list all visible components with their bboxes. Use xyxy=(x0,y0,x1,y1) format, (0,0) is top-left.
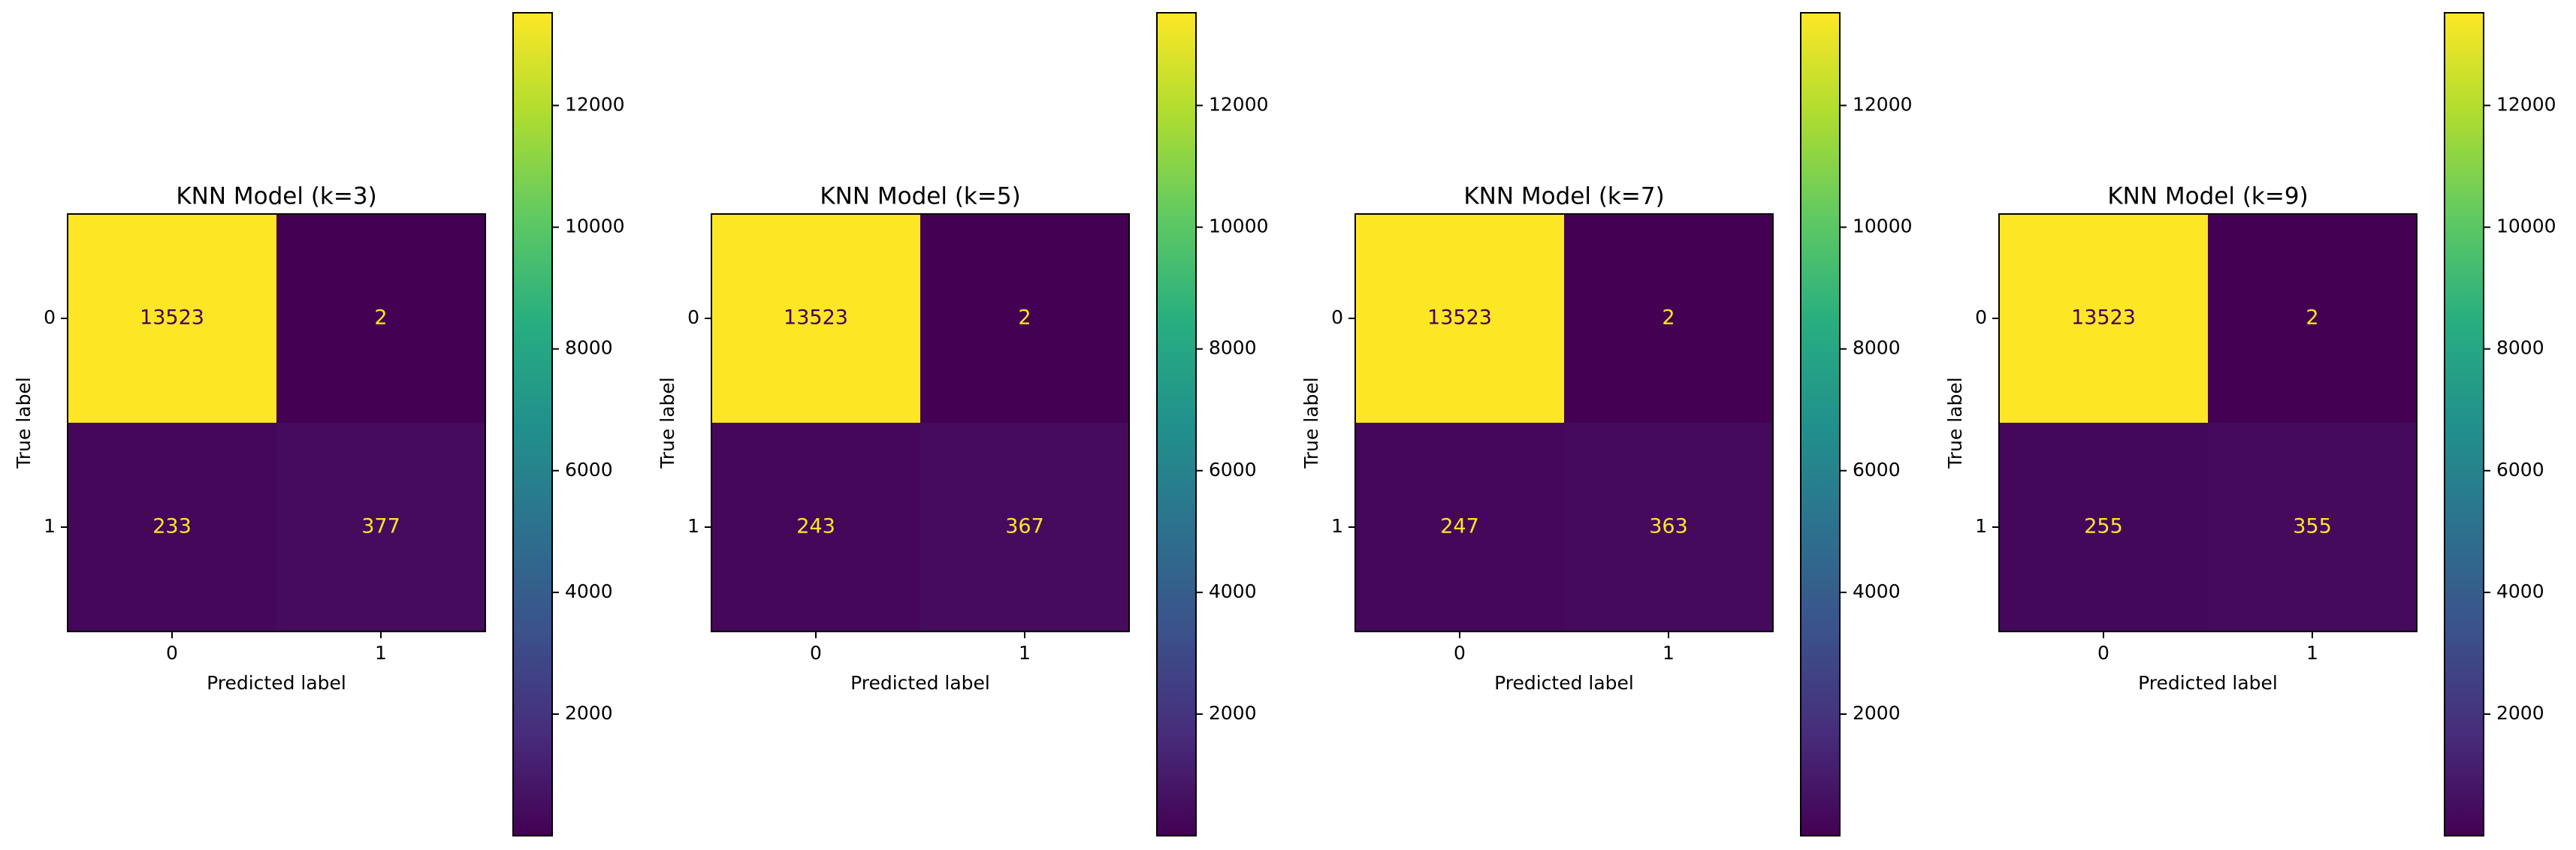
cell-value-label: 355 xyxy=(2293,515,2332,538)
chart-title: KNN Model (k=5) xyxy=(820,183,1020,210)
y-axis-label: True label xyxy=(13,377,35,469)
matrix-cell xyxy=(1355,214,1565,423)
x-tick-label: 1 xyxy=(375,642,387,664)
y-tick-label: 0 xyxy=(44,306,56,328)
axes-frame xyxy=(1354,213,1774,632)
colorbar xyxy=(513,13,552,836)
y-tick-label: 1 xyxy=(1975,515,1987,537)
y-axis-label: True label xyxy=(657,377,678,469)
x-tick-label: 0 xyxy=(1454,642,1466,664)
cell-value-label: 233 xyxy=(153,515,192,538)
matrix-cell xyxy=(1564,423,1774,632)
cell-value-label: 243 xyxy=(796,515,835,538)
y-tick-label: 0 xyxy=(1331,306,1343,328)
x-tick-label: 1 xyxy=(1662,642,1675,664)
cell-value-label: 367 xyxy=(1005,515,1044,538)
colorbar-tick-label: 12000 xyxy=(1209,93,1269,115)
colorbar-tick-label: 4000 xyxy=(1209,580,1257,602)
matrix-cell xyxy=(1355,423,1565,632)
y-tick-label: 0 xyxy=(687,306,699,328)
y-tick-label: 1 xyxy=(687,515,699,537)
x-tick-label: 1 xyxy=(1019,642,1031,664)
y-tick-label: 1 xyxy=(1331,515,1343,537)
colorbar-tick-label: 2000 xyxy=(1853,702,1901,724)
colorbar-tick-label: 2000 xyxy=(1209,702,1257,724)
axes-frame xyxy=(67,213,486,632)
axes-frame xyxy=(1998,213,2417,632)
x-axis-label: Predicted label xyxy=(2138,672,2278,694)
matrix-cell xyxy=(276,423,486,632)
colorbar-tick-label: 10000 xyxy=(1853,216,1913,237)
cell-value-label: 2 xyxy=(1018,306,1031,330)
colorbar-frame xyxy=(2444,12,2484,836)
colorbar xyxy=(2445,13,2484,836)
colorbar-tick-label: 6000 xyxy=(1853,459,1901,481)
cell-value-label: 377 xyxy=(361,515,400,538)
colorbar-tick-label: 6000 xyxy=(565,459,613,481)
colorbar-tick-label: 10000 xyxy=(565,216,625,237)
colorbar-frame xyxy=(512,12,553,836)
cell-value-label: 13523 xyxy=(1427,306,1492,330)
matrix-cell xyxy=(2208,214,2417,423)
matrix-cell xyxy=(920,214,1130,423)
colorbar-frame xyxy=(1800,12,1841,836)
colorbar-tick-label: 12000 xyxy=(2496,93,2556,115)
matrix-cell xyxy=(920,423,1130,632)
cell-value-label: 247 xyxy=(1440,515,1479,538)
x-tick-label: 0 xyxy=(810,642,822,664)
matrix-cell xyxy=(711,214,921,423)
matrix-cell xyxy=(2208,423,2417,632)
colorbar-tick-label: 4000 xyxy=(565,580,613,602)
cell-value-label: 2 xyxy=(1662,306,1675,330)
y-axis-label: True label xyxy=(1944,377,1966,469)
x-axis-label: Predicted label xyxy=(207,672,346,694)
x-tick-label: 0 xyxy=(166,642,178,664)
colorbar-tick-label: 12000 xyxy=(1853,93,1913,115)
colorbar-tick-label: 4000 xyxy=(2496,580,2544,602)
matrix-cell xyxy=(276,214,486,423)
colorbar-tick-label: 2000 xyxy=(2496,702,2544,724)
matrix-cell xyxy=(68,214,277,423)
colorbar-tick-label: 8000 xyxy=(1209,337,1257,359)
colorbar-frame xyxy=(1156,12,1197,836)
colorbar xyxy=(1801,13,1840,836)
cell-value-label: 2 xyxy=(2306,306,2318,330)
matrix-cell xyxy=(1999,214,2209,423)
chart-title: KNN Model (k=7) xyxy=(1463,183,1664,210)
chart-title: KNN Model (k=9) xyxy=(2107,183,2308,210)
colorbar xyxy=(1157,13,1196,836)
x-tick-label: 0 xyxy=(2097,642,2109,664)
colorbar-tick-label: 8000 xyxy=(565,337,613,359)
cell-value-label: 13523 xyxy=(140,306,204,330)
axes-frame xyxy=(711,213,1130,632)
colorbar-tick-label: 2000 xyxy=(565,702,613,724)
matrix-cell xyxy=(1564,214,1774,423)
x-tick-label: 1 xyxy=(2306,642,2318,664)
x-axis-label: Predicted label xyxy=(1494,672,1634,694)
colorbar-tick-label: 12000 xyxy=(565,93,625,115)
colorbar-tick-label: 8000 xyxy=(1853,337,1901,359)
matrix-cell xyxy=(1999,423,2209,632)
cell-value-label: 255 xyxy=(2084,515,2123,538)
colorbar-tick-label: 10000 xyxy=(1209,216,1269,237)
colorbar-tick-label: 8000 xyxy=(2496,337,2544,359)
colorbar-tick-label: 6000 xyxy=(1209,459,1257,481)
cell-value-label: 363 xyxy=(1649,515,1688,538)
cell-value-label: 13523 xyxy=(784,306,848,330)
colorbar-tick-label: 10000 xyxy=(2496,216,2556,237)
colorbar-tick-label: 6000 xyxy=(2496,459,2544,481)
matrix-cell xyxy=(711,423,921,632)
matrix-cell xyxy=(68,423,277,632)
y-axis-label: True label xyxy=(1300,377,1322,469)
y-tick-label: 0 xyxy=(1975,306,1987,328)
chart-title: KNN Model (k=3) xyxy=(176,183,376,210)
cell-value-label: 2 xyxy=(374,306,387,330)
x-axis-label: Predicted label xyxy=(850,672,990,694)
cell-value-label: 13523 xyxy=(2071,306,2136,330)
colorbar-tick-label: 4000 xyxy=(1853,580,1901,602)
y-tick-label: 1 xyxy=(44,515,56,537)
